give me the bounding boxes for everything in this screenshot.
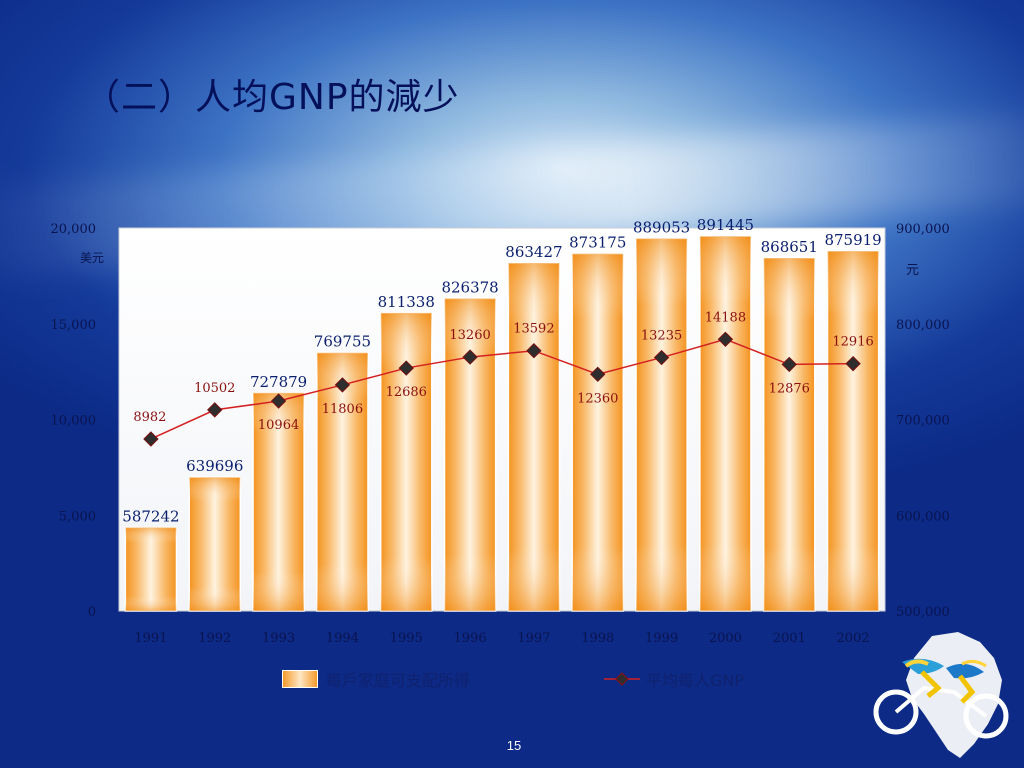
gnp-value-label: 10964 bbox=[258, 418, 299, 433]
legend-line-label: 平均每人GNP bbox=[646, 671, 745, 690]
bar-value-label: 727879 bbox=[250, 373, 307, 391]
gnp-marker-1994 bbox=[334, 377, 351, 393]
gnp-value-label: 11806 bbox=[322, 402, 363, 417]
x-axis-tick-label: 2000 bbox=[709, 631, 742, 646]
left-axis-unit: 美元 bbox=[80, 251, 104, 265]
bar-shade-1991 bbox=[125, 527, 177, 611]
bar-value-label: 639696 bbox=[186, 457, 243, 475]
bar-value-label: 863427 bbox=[505, 243, 562, 261]
gnp-marker-1992 bbox=[207, 402, 223, 418]
slide-title: （二）人均GNP的減少 bbox=[84, 77, 460, 118]
left-axis-tick-label: 0 bbox=[88, 605, 96, 620]
gnp-value-label: 8982 bbox=[133, 410, 166, 425]
x-axis-tick-label: 1996 bbox=[454, 631, 487, 646]
gnp-marker-2002 bbox=[845, 355, 861, 372]
x-axis-tick-label: 1992 bbox=[198, 631, 231, 646]
x-axis-tick-label: 1997 bbox=[517, 631, 550, 646]
legend-line-swatch bbox=[604, 672, 640, 686]
gnp-marker-2001 bbox=[781, 356, 797, 373]
gnp-marker-1996 bbox=[462, 349, 478, 365]
right-axis-tick-label: 900,000 bbox=[896, 222, 950, 237]
legend-bar-swatch bbox=[282, 670, 318, 688]
plot-area bbox=[118, 227, 886, 612]
bar-value-label: 873175 bbox=[569, 234, 626, 252]
gnp-value-label: 12360 bbox=[577, 391, 618, 406]
legend-item-line: 平均每人GNP bbox=[604, 667, 744, 691]
bar-value-label: 769755 bbox=[314, 333, 371, 351]
left-axis-tick-label: 10,000 bbox=[51, 414, 97, 429]
gnp-marker-1995 bbox=[398, 360, 414, 376]
right-axis-unit: 元 bbox=[906, 263, 919, 278]
left-axis-tick-label: 20,000 bbox=[51, 222, 97, 237]
legend-item-bar: 每戶家庭可支配所得 bbox=[282, 667, 470, 691]
gnp-marker-1999 bbox=[653, 349, 670, 366]
bar-shade-1998 bbox=[572, 253, 624, 611]
right-axis-tick-label: 800,000 bbox=[896, 318, 950, 333]
right-axis-tick-label: 700,000 bbox=[896, 414, 950, 429]
legend-bar-label: 每戶家庭可支配所得 bbox=[326, 671, 471, 690]
left-axis-tick-label: 5,000 bbox=[59, 509, 96, 524]
bar-shade-1999 bbox=[636, 238, 688, 611]
gnp-value-label: 14188 bbox=[705, 310, 746, 325]
gnp-value-label: 13235 bbox=[641, 329, 682, 344]
gnp-marker-1998 bbox=[590, 366, 606, 383]
bar-shade-1993 bbox=[253, 392, 305, 611]
gnp-marker-1991 bbox=[143, 431, 159, 447]
bar-shade-2002 bbox=[827, 251, 879, 611]
left-axis-tick-label: 15,000 bbox=[51, 318, 97, 333]
bar-shade-2001 bbox=[763, 258, 815, 611]
gnp-value-label: 12916 bbox=[832, 335, 873, 350]
gnp-value-label: 13592 bbox=[513, 322, 554, 337]
x-axis-tick-label: 1993 bbox=[262, 631, 295, 646]
bar-value-label: 826378 bbox=[441, 278, 498, 296]
page-number: 15 bbox=[506, 738, 522, 753]
cyclists-logo-icon bbox=[873, 632, 1009, 758]
right-axis-tick-label: 500,000 bbox=[896, 605, 950, 620]
x-axis-tick-label: 2001 bbox=[773, 631, 806, 646]
gnp-value-label: 12686 bbox=[386, 385, 427, 400]
x-axis-tick-label: 1998 bbox=[581, 631, 614, 646]
bar-value-label: 868651 bbox=[761, 238, 818, 256]
gnp-line bbox=[150, 338, 854, 440]
x-axis-tick-label: 1995 bbox=[390, 631, 423, 646]
bar-value-label: 811338 bbox=[378, 293, 435, 311]
bar-shade-1992 bbox=[189, 477, 241, 611]
gnp-value-label: 13260 bbox=[449, 328, 490, 343]
bar-shade-1997 bbox=[508, 263, 560, 611]
gnp-marker-1993 bbox=[270, 393, 287, 409]
bar-value-label: 891445 bbox=[697, 216, 754, 234]
gnp-value-label: 10502 bbox=[194, 381, 235, 396]
bar-value-label: 587242 bbox=[122, 507, 179, 525]
gnp-value-label: 12876 bbox=[769, 381, 810, 396]
gnp-marker-2000 bbox=[717, 331, 734, 348]
x-axis-tick-label: 2002 bbox=[837, 631, 870, 646]
bar-value-label: 875919 bbox=[824, 231, 881, 249]
bar-shade-1996 bbox=[444, 298, 496, 611]
right-axis-tick-label: 600,000 bbox=[896, 509, 950, 524]
x-axis-tick-label: 1994 bbox=[326, 631, 359, 646]
bar-shade-1994 bbox=[316, 352, 368, 611]
x-axis-tick-label: 1999 bbox=[645, 631, 678, 646]
x-axis-tick-label: 1991 bbox=[134, 631, 167, 646]
bar-shade-1995 bbox=[380, 312, 432, 611]
gnp-marker-1997 bbox=[526, 343, 542, 359]
bar-value-label: 889053 bbox=[633, 218, 690, 236]
bar-shade-2000 bbox=[699, 236, 751, 611]
